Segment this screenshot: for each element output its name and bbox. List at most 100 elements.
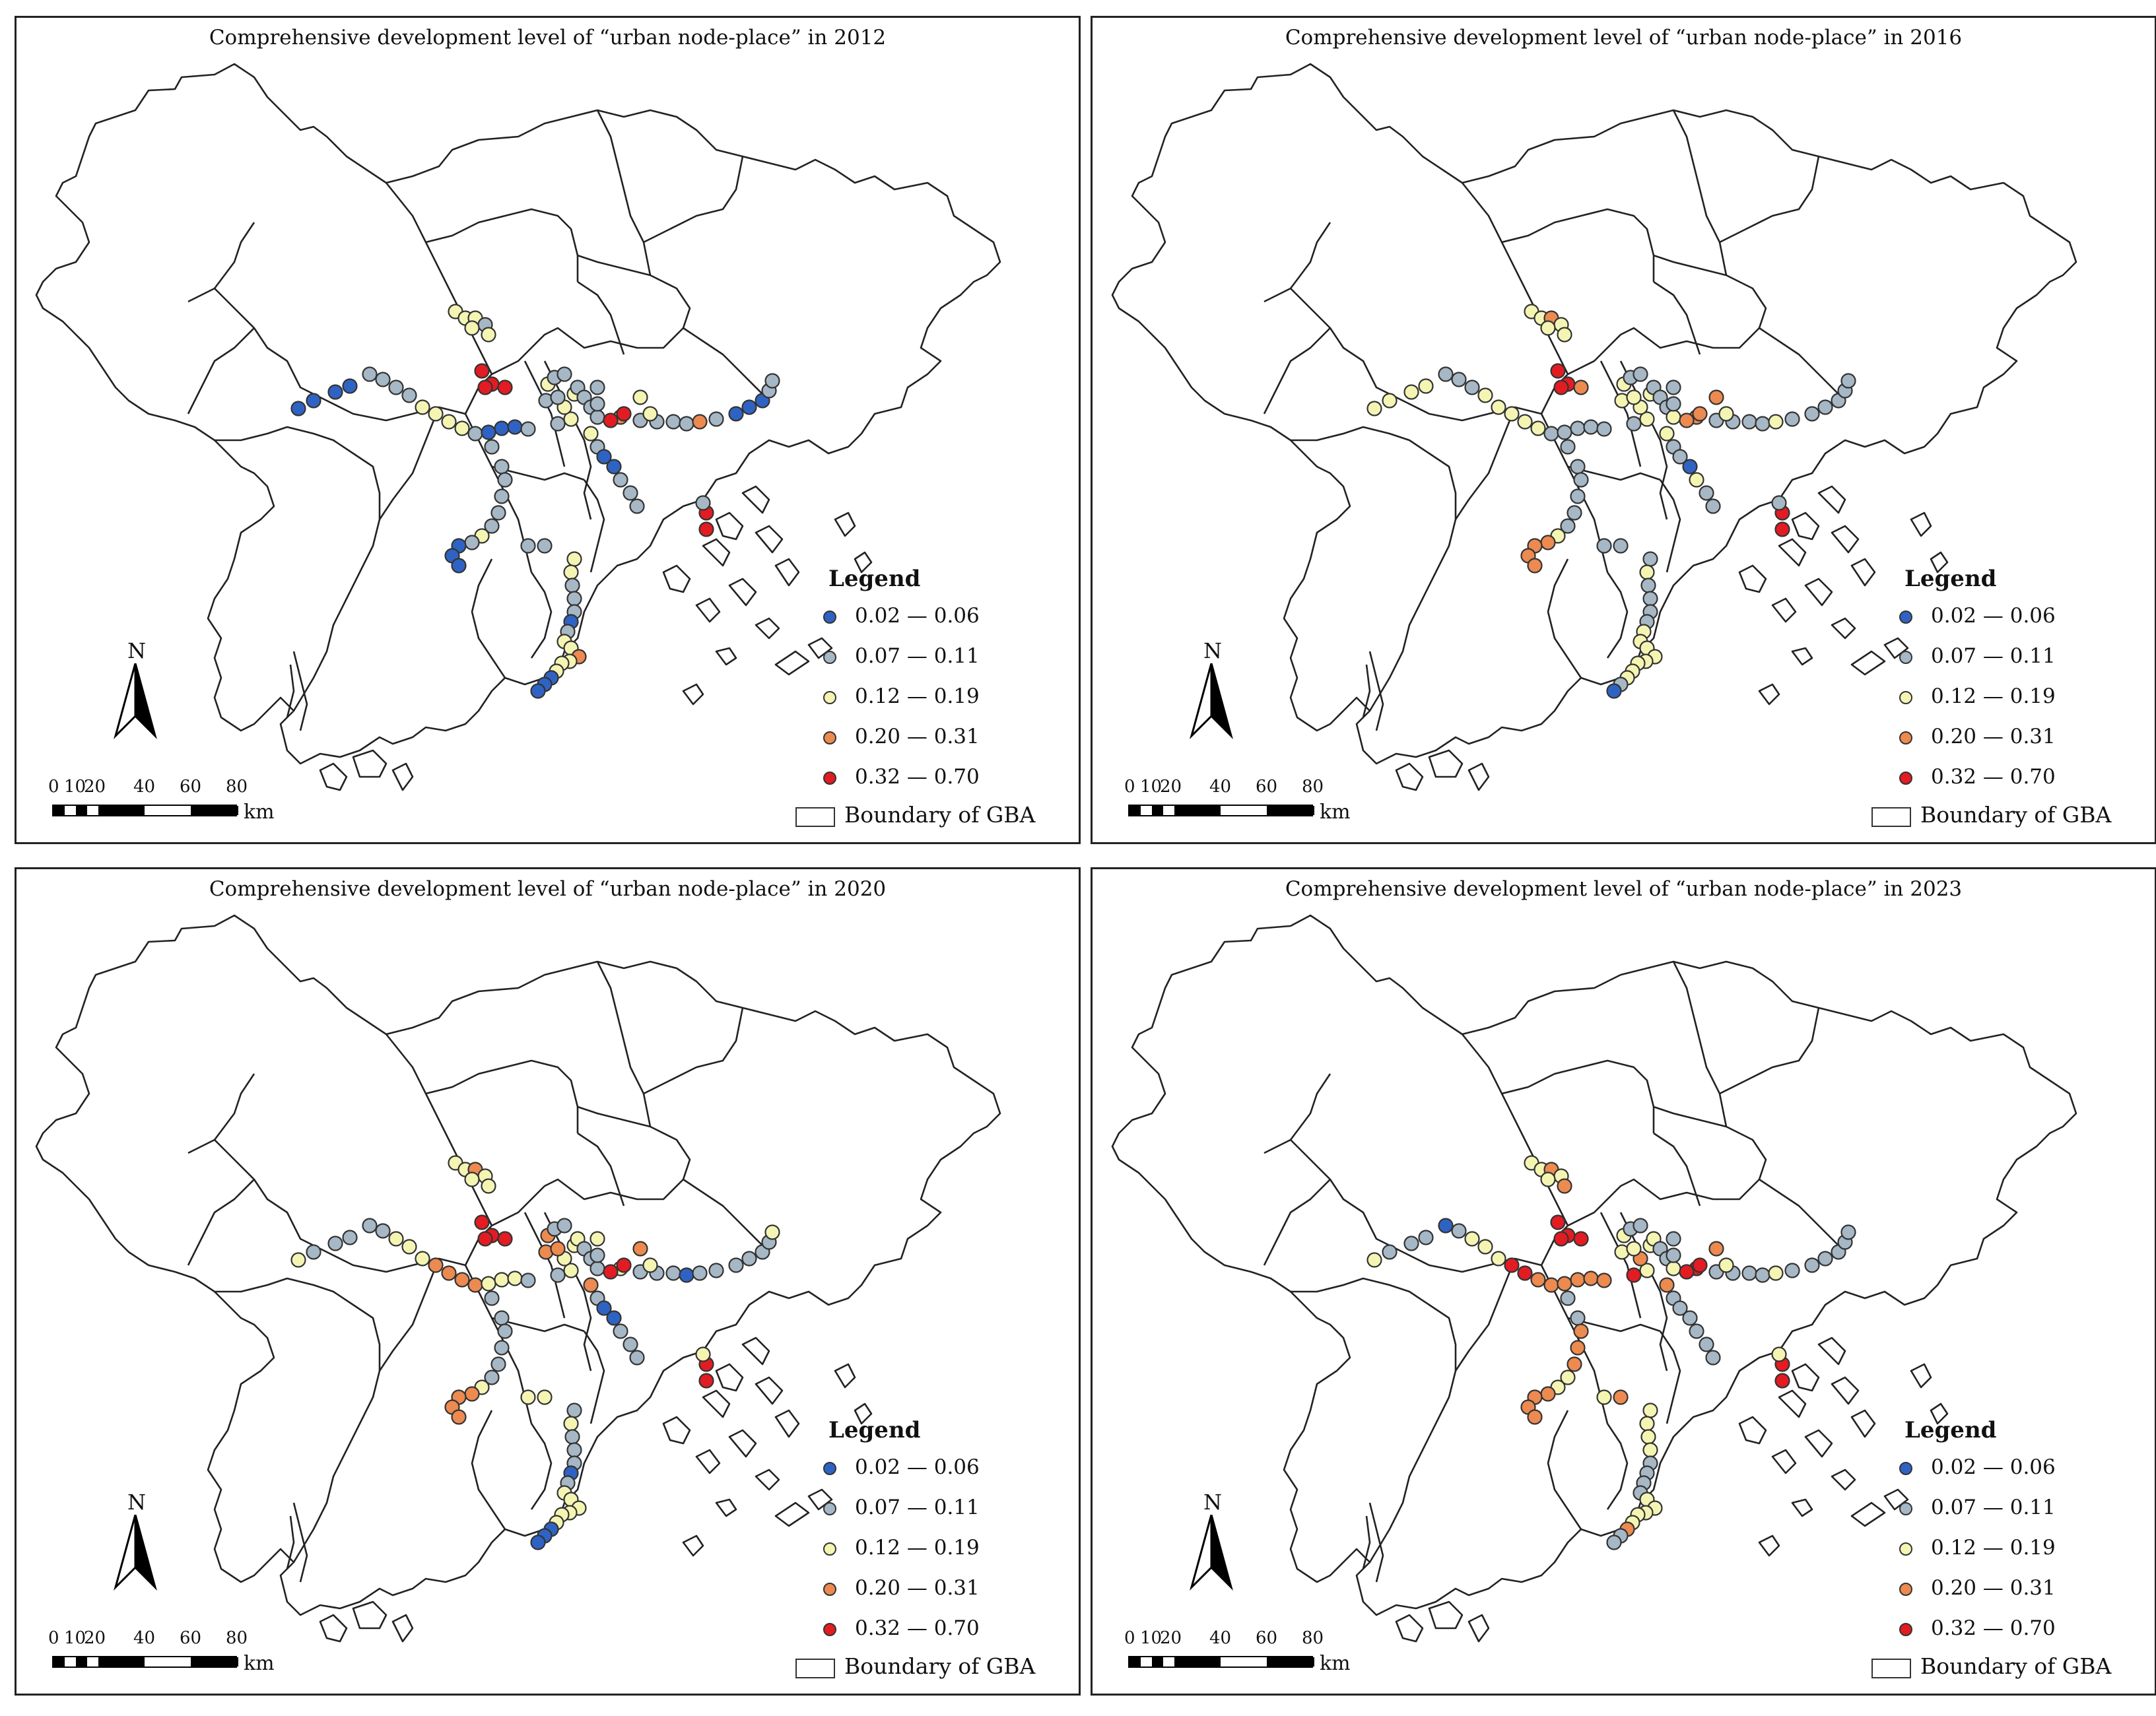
panel-title: Comprehensive development level of “urba… [1285, 877, 1963, 901]
legend-label: 0.12 — 0.19 [855, 1536, 980, 1560]
station-point [1640, 578, 1656, 593]
scale-tick: 60 [180, 777, 202, 797]
station-point [556, 366, 572, 382]
station-point [428, 1257, 444, 1273]
boundary-swatch [1871, 1659, 1911, 1678]
station-point [1491, 399, 1506, 415]
legend-item: 0.12 — 0.19 [823, 1536, 1061, 1565]
station-point [362, 366, 378, 382]
legend-title: Legend [828, 1417, 921, 1443]
scale-unit: km [244, 801, 275, 824]
station-point [481, 424, 496, 440]
station-point [1464, 1231, 1480, 1247]
panel-title: Comprehensive development level of “urba… [209, 877, 887, 901]
scale-bar: 0 10 20 40 60 80 km [48, 1628, 316, 1681]
station-points [290, 1155, 780, 1550]
station-point [481, 1276, 496, 1292]
station-point [590, 409, 605, 425]
station-point [642, 1257, 658, 1273]
station-point [494, 1272, 510, 1288]
scale-tick: 10 [64, 1628, 86, 1648]
station-point [1679, 1264, 1695, 1280]
station-point [484, 439, 500, 455]
station-point [590, 1261, 605, 1276]
boundary-swatch [1871, 807, 1911, 827]
boundary-label: Boundary of GBA [1920, 802, 2112, 828]
scale-tick: 40 [133, 1628, 156, 1648]
station-point [613, 1323, 628, 1339]
station-point [550, 389, 566, 405]
scale-tick: 10 [64, 777, 86, 797]
station-point [520, 538, 536, 554]
scale-tick: 20 [84, 1628, 106, 1648]
station-point [1755, 1267, 1770, 1283]
station-point [1784, 1263, 1800, 1278]
station-point [1543, 1277, 1559, 1293]
gba-map [1111, 63, 2077, 791]
legend-item: 0.07 — 0.11 [1899, 1496, 2137, 1525]
scale-bar: 0 10 20 40 60 80 km [1124, 777, 1392, 830]
station-point [1692, 406, 1708, 422]
legend: Legend 0.02 — 0.06 0.07 — 0.11 0.12 — 0.19… [1871, 1417, 2149, 1640]
station-point [1699, 485, 1714, 501]
station-point [1626, 1241, 1642, 1257]
scale-graphic [52, 805, 238, 816]
station-point [1570, 488, 1586, 504]
legend: Legend 0.02 — 0.06 0.07 — 0.11 0.12 — 0.19… [795, 1417, 1073, 1640]
legend-item: 0.20 — 0.31 [1899, 1576, 2137, 1605]
north-arrow-icon [1190, 663, 1233, 740]
station-point [590, 1231, 605, 1247]
station-point [1699, 1336, 1714, 1352]
legend-item: 0.02 — 0.06 [1899, 1455, 2137, 1484]
station-point [556, 1218, 572, 1234]
station-point [698, 521, 714, 537]
station-point [1560, 439, 1576, 455]
legend-label: 0.12 — 0.19 [1931, 1536, 2056, 1560]
station-point [1666, 396, 1681, 412]
station-point [530, 683, 546, 699]
station-point [1530, 1272, 1546, 1288]
station-point [679, 416, 694, 432]
station-point [477, 1231, 493, 1247]
station-point [537, 1389, 553, 1405]
legend-title: Legend [828, 566, 921, 592]
legend-label: 0.20 — 0.31 [855, 1576, 980, 1600]
station-point [1491, 1251, 1506, 1267]
legend-swatch [823, 691, 836, 704]
station-point [530, 1534, 546, 1550]
station-point [1679, 412, 1695, 428]
legend-item: 0.02 — 0.06 [823, 604, 1061, 633]
station-point [490, 505, 506, 521]
station-point [1666, 1231, 1681, 1247]
station-point [1451, 372, 1467, 387]
station-point [375, 1223, 391, 1239]
gba-boundary-lines [35, 63, 1001, 791]
station-point [741, 399, 757, 415]
station-point [1784, 411, 1800, 427]
station-point [1642, 1402, 1658, 1418]
scale-bar: 0 10 20 40 60 80 km [48, 777, 316, 830]
legend-item: 0.02 — 0.06 [823, 1455, 1061, 1484]
legend-swatch [1899, 731, 1912, 744]
station-point [327, 384, 343, 400]
boundary-legend: Boundary of GBA [1871, 802, 2149, 835]
station-point [1477, 1239, 1493, 1255]
station-point [481, 1178, 496, 1194]
station-point [467, 1277, 483, 1293]
station-point [1540, 1172, 1556, 1187]
legend-swatch [1899, 651, 1912, 664]
station-point [1705, 1350, 1721, 1366]
station-point [1840, 1224, 1856, 1240]
map-panel-2023: Comprehensive development level of “urba… [1091, 867, 2156, 1696]
station-point [1639, 411, 1655, 427]
scale-tick: 60 [1256, 777, 1278, 797]
scale-tick: 20 [84, 777, 106, 797]
legend-label: 0.07 — 0.11 [855, 644, 980, 668]
station-point [550, 1241, 566, 1257]
station-point [1403, 384, 1419, 400]
station-point [1557, 327, 1572, 343]
station-point [1418, 378, 1434, 394]
station-point [1626, 416, 1642, 432]
station-point [692, 414, 708, 430]
station-point [1755, 416, 1770, 432]
